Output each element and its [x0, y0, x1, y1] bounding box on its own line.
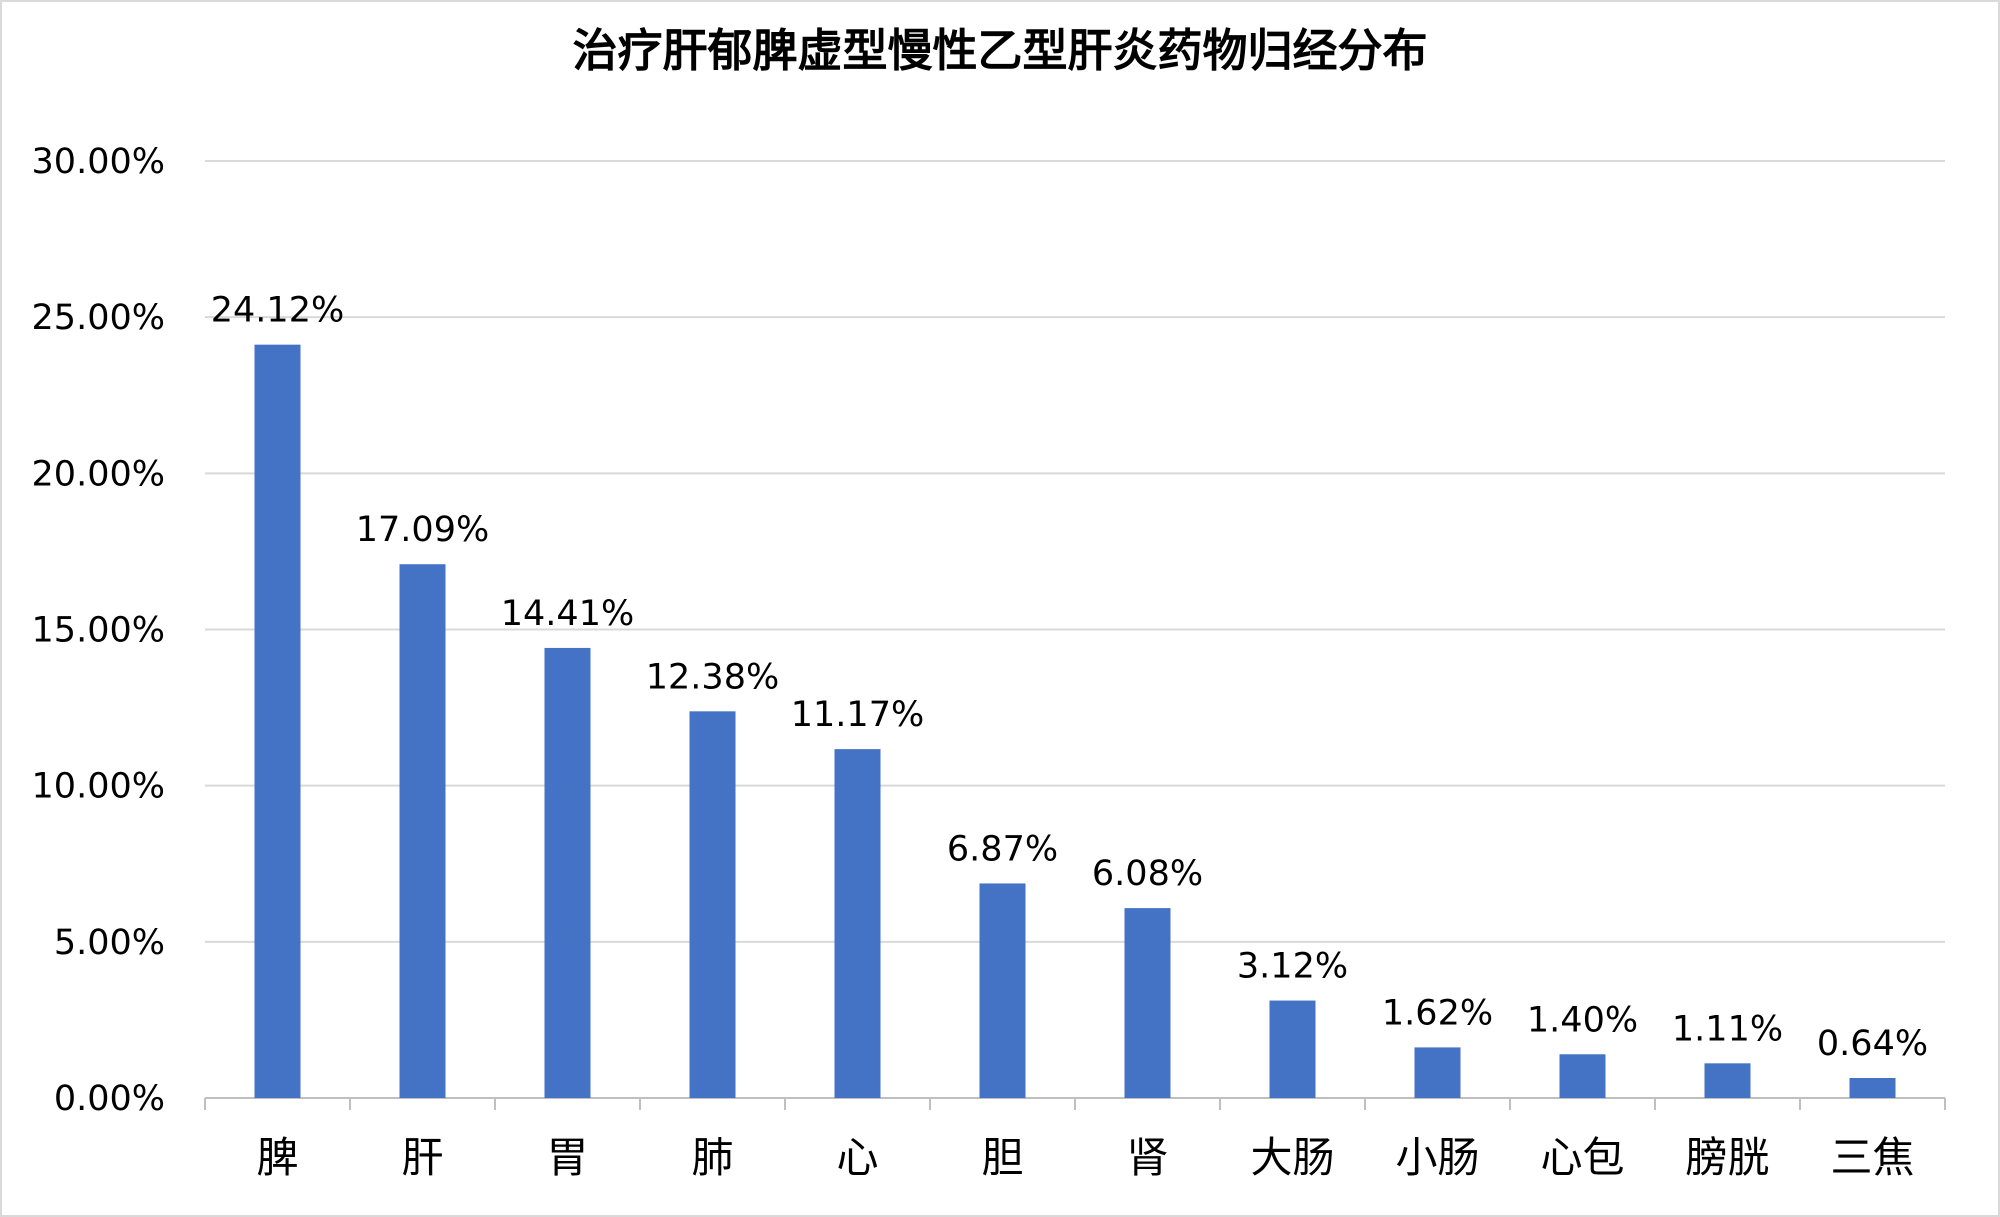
x-category-label: 膀胱 — [1685, 1133, 1769, 1182]
x-category-label: 肺 — [691, 1133, 733, 1182]
bar — [1704, 1063, 1751, 1098]
data-label: 11.17% — [791, 695, 924, 735]
x-category-label: 脾 — [256, 1133, 298, 1182]
bars — [254, 344, 1896, 1099]
x-category-label: 肾 — [1126, 1133, 1168, 1182]
data-label: 6.08% — [1092, 854, 1203, 894]
bar — [1124, 908, 1171, 1098]
gridlines — [205, 160, 1945, 943]
x-category-label: 胆 — [981, 1133, 1023, 1182]
bar — [254, 344, 301, 1099]
chart-title: 治疗肝郁脾虚型慢性乙型肝炎药物归经分布 — [572, 24, 1428, 77]
y-tick-label: 5.00% — [54, 923, 165, 963]
data-label: 1.62% — [1382, 993, 1493, 1033]
labels: 0.00% 5.00% 10.00% 15.00% 20.00% 25.00% 30.00%… — [32, 142, 1929, 1182]
y-tick-label: 20.00% — [32, 454, 165, 494]
data-label: 14.41% — [501, 594, 634, 634]
bar — [689, 711, 736, 1098]
y-tick-label: 0.00% — [54, 1079, 165, 1119]
x-axis — [204, 1097, 1946, 1110]
y-tick-label: 25.00% — [32, 298, 165, 338]
x-category-label: 心包 — [1540, 1133, 1624, 1182]
x-category-label: 小肠 — [1395, 1133, 1479, 1182]
bar — [834, 749, 881, 1098]
data-label: 1.11% — [1672, 1009, 1783, 1049]
data-label: 0.64% — [1817, 1024, 1928, 1064]
bar — [1849, 1078, 1896, 1098]
data-label: 17.09% — [356, 510, 489, 550]
bar — [979, 883, 1026, 1098]
x-category-label: 胃 — [546, 1133, 588, 1182]
bar — [1269, 1000, 1316, 1098]
x-category-label: 肝 — [401, 1133, 443, 1182]
bar — [544, 647, 591, 1098]
bar — [399, 564, 446, 1098]
data-label: 3.12% — [1237, 947, 1348, 987]
y-tick-label: 30.00% — [32, 142, 165, 182]
y-tick-label: 15.00% — [32, 611, 165, 651]
data-label: 1.40% — [1527, 1000, 1638, 1040]
bar — [1414, 1047, 1461, 1098]
data-label: 24.12% — [211, 291, 344, 331]
data-label: 12.38% — [646, 657, 779, 697]
y-tick-label: 10.00% — [32, 767, 165, 807]
data-label: 6.87% — [947, 829, 1058, 869]
x-category-label: 大肠 — [1250, 1133, 1334, 1182]
x-category-label: 三焦 — [1830, 1133, 1914, 1182]
x-category-label: 心 — [836, 1133, 878, 1182]
bar — [1559, 1054, 1606, 1098]
